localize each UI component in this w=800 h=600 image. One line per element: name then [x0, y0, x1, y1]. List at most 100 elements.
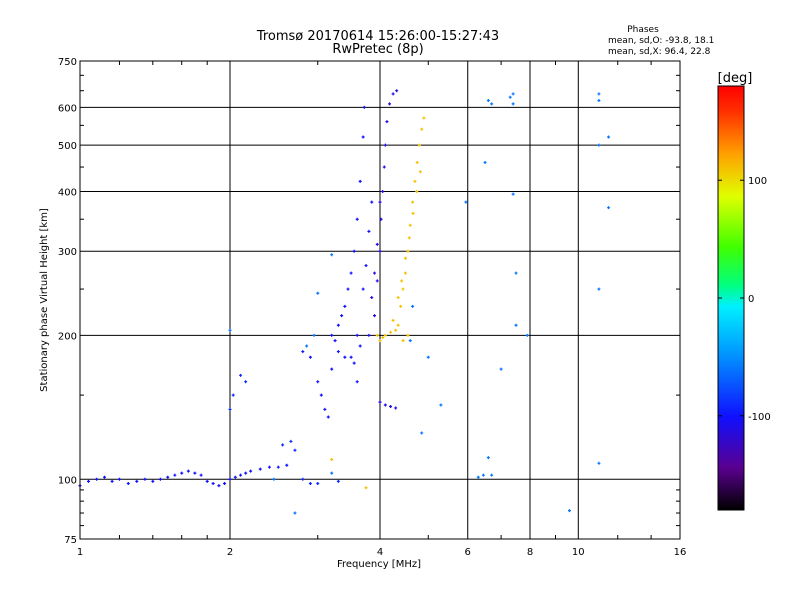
data-point: [370, 200, 374, 204]
data-point: [180, 471, 184, 475]
data-point: [330, 333, 334, 337]
data-point: [420, 127, 424, 131]
data-point: [228, 407, 232, 411]
data-point: [508, 95, 512, 99]
data-point: [378, 249, 382, 253]
data-point: [597, 143, 601, 147]
data-point: [411, 304, 415, 308]
data-point: [391, 92, 395, 96]
data-point: [373, 271, 377, 275]
data-point: [86, 479, 90, 483]
data-point: [217, 484, 221, 488]
data-point: [382, 165, 386, 169]
data-point: [418, 170, 422, 174]
data-point: [396, 296, 400, 300]
data-point: [293, 511, 297, 515]
data-point: [607, 206, 611, 210]
data-point: [330, 367, 334, 371]
data-point: [514, 323, 518, 327]
data-point: [607, 135, 611, 139]
data-point: [301, 477, 305, 481]
data-point: [173, 473, 177, 477]
data-point: [361, 135, 365, 139]
colorbar-ticks: 100 0 -100: [718, 176, 771, 423]
data-point: [364, 264, 368, 268]
data-point: [355, 333, 359, 337]
data-point: [486, 456, 490, 460]
data-point: [316, 481, 320, 485]
x-tick-label: 1: [77, 547, 83, 558]
data-point: [381, 189, 385, 193]
data-point: [389, 330, 393, 334]
data-point: [289, 439, 293, 443]
data-point: [228, 477, 232, 481]
data-point: [364, 486, 368, 490]
data-point: [285, 463, 289, 467]
data-point: [305, 344, 309, 348]
data-point: [244, 471, 248, 475]
data-point: [367, 229, 371, 233]
data-point: [211, 481, 215, 485]
data-point: [511, 92, 515, 96]
data-point: [103, 475, 107, 479]
data-point: [597, 287, 601, 291]
data-point: [326, 415, 330, 419]
data-point: [408, 339, 412, 343]
plot-frame: [79, 60, 681, 540]
y-tick-label: 600: [58, 103, 77, 114]
data-point: [223, 481, 227, 485]
data-point: [411, 200, 415, 204]
data-point: [158, 477, 162, 481]
data-point: [301, 350, 305, 354]
data-point: [597, 92, 601, 96]
data-point: [231, 393, 235, 397]
chart-title: Tromsø 20170614 15:26:00-15:27:43: [256, 29, 499, 44]
data-point: [367, 333, 371, 337]
data-point: [385, 120, 389, 124]
data-point: [336, 350, 340, 354]
data-point: [233, 475, 237, 479]
data-point: [370, 296, 374, 300]
data-point: [525, 333, 529, 337]
data-point: [319, 393, 323, 397]
data-point: [110, 479, 114, 483]
data-point: [383, 403, 387, 407]
data-point: [343, 355, 347, 359]
data-point: [420, 431, 424, 435]
data-point: [239, 473, 243, 477]
data-point: [511, 192, 515, 196]
y-tick-label: 200: [58, 331, 77, 342]
colorbar-tick-label: -100: [748, 412, 771, 423]
y-tick-label: 300: [58, 247, 77, 258]
stats-o-mode: mean, sd,O: -93.8, 18.1: [608, 36, 714, 46]
data-point: [399, 304, 403, 308]
data-point: [258, 467, 262, 471]
data-point: [378, 200, 382, 204]
data-point: [422, 116, 426, 120]
data-point: [316, 291, 320, 295]
data-point: [375, 242, 379, 246]
x-tick-label: 6: [465, 547, 471, 558]
data-point: [193, 471, 197, 475]
data-point: [330, 457, 334, 461]
y-tick-label: 75: [64, 535, 77, 546]
data-point: [308, 481, 312, 485]
y-tick-label: 400: [58, 187, 77, 198]
stats-x-mode: mean, sd,X: 96.4, 22.8: [608, 47, 711, 57]
data-point: [312, 333, 316, 337]
data-point: [490, 102, 494, 106]
data-point: [361, 287, 365, 291]
data-point: [395, 89, 399, 93]
data-point: [308, 355, 312, 359]
data-point: [514, 271, 518, 275]
data-point: [383, 333, 387, 337]
data-point: [151, 479, 155, 483]
data-point: [205, 479, 209, 483]
data-point: [401, 339, 405, 343]
data-point: [481, 473, 485, 477]
data-point: [411, 211, 415, 215]
data-point: [349, 355, 353, 359]
x-axis-label: Frequency [MHz]: [337, 559, 421, 570]
data-point: [276, 465, 280, 469]
data-point: [417, 143, 421, 147]
